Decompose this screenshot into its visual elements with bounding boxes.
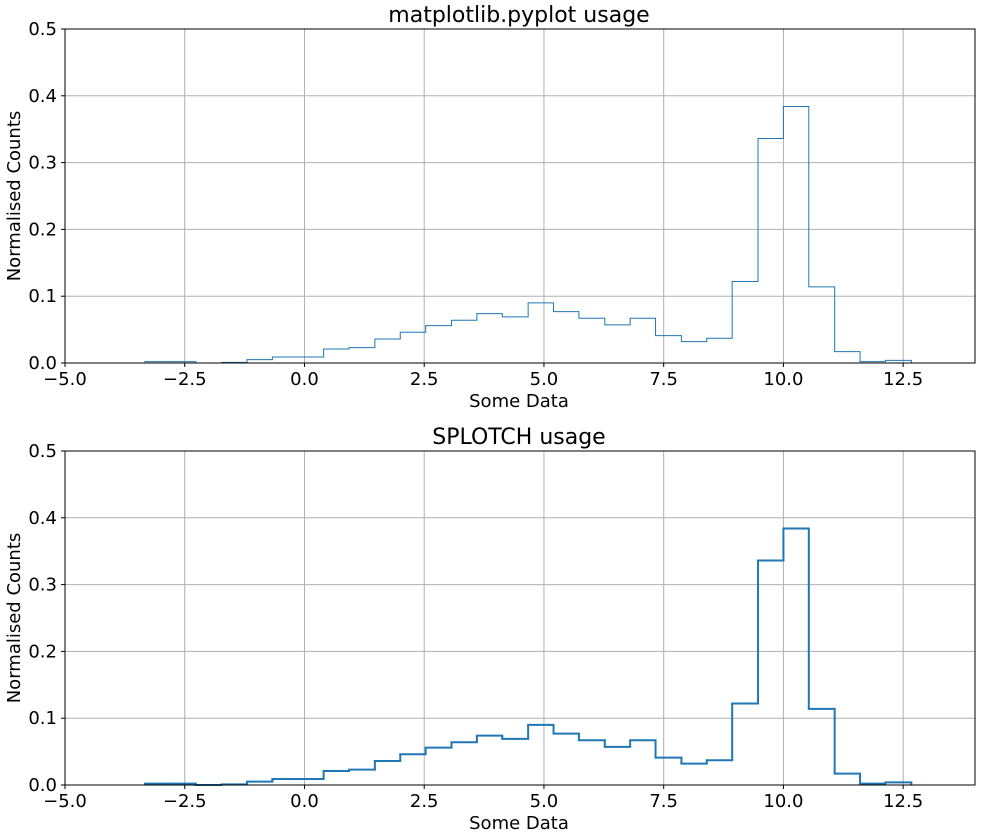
x-tick-label: 10.0 bbox=[763, 791, 803, 812]
x-tick-label: 2.5 bbox=[410, 369, 439, 390]
y-tick-label: 0.3 bbox=[28, 153, 57, 174]
y-axis-label: Normalised Counts bbox=[4, 111, 25, 282]
y-tick-label: 0.4 bbox=[28, 508, 57, 529]
y-tick-label: 0.0 bbox=[28, 775, 57, 796]
x-tick-label: 5.0 bbox=[530, 791, 559, 812]
chart-title: SPLOTCH usage bbox=[432, 425, 605, 450]
x-tick-label: 10.0 bbox=[763, 369, 803, 390]
x-tick-label: −5.0 bbox=[43, 369, 87, 390]
x-tick-label: −5.0 bbox=[43, 791, 87, 812]
x-axis-label: Some Data bbox=[469, 813, 569, 834]
y-tick-label: 0.1 bbox=[28, 286, 57, 307]
y-tick-label: 0.2 bbox=[28, 641, 57, 662]
x-tick-label: 7.5 bbox=[649, 791, 678, 812]
x-tick-label: 12.5 bbox=[883, 369, 923, 390]
x-tick-label: −2.5 bbox=[163, 791, 207, 812]
y-tick-label: 0.5 bbox=[28, 19, 57, 40]
plot-frame bbox=[64, 450, 976, 786]
x-tick-label: 0.0 bbox=[290, 791, 319, 812]
x-tick-label: 5.0 bbox=[530, 369, 559, 390]
x-axis-label: Some Data bbox=[469, 391, 569, 412]
subplot: −5.0 −2.5 0.0 2.5 5.0 7.5 10.0 12.5 0.0 0.1 0.2 0.3… bbox=[4, 3, 976, 412]
subplot: −5.0 −2.5 0.0 2.5 5.0 7.5 10.0 12.5 0.0 0.1 0.2 0.3… bbox=[4, 425, 976, 834]
chart-title: matplotlib.pyplot usage bbox=[388, 3, 649, 28]
y-tick-label: 0.5 bbox=[28, 441, 57, 462]
y-tick-label: 0.4 bbox=[28, 86, 57, 107]
y-axis-label: Normalised Counts bbox=[4, 533, 25, 704]
y-tick-label: 0.3 bbox=[28, 575, 57, 596]
x-tick-label: 7.5 bbox=[649, 369, 678, 390]
y-tick-label: 0.1 bbox=[28, 708, 57, 729]
plot-frame bbox=[64, 28, 976, 364]
x-tick-label: −2.5 bbox=[163, 369, 207, 390]
x-tick-label: 12.5 bbox=[883, 791, 923, 812]
x-tick-label: 2.5 bbox=[410, 791, 439, 812]
y-tick-label: 0.0 bbox=[28, 353, 57, 374]
y-tick-label: 0.2 bbox=[28, 219, 57, 240]
x-tick-label: 0.0 bbox=[290, 369, 319, 390]
